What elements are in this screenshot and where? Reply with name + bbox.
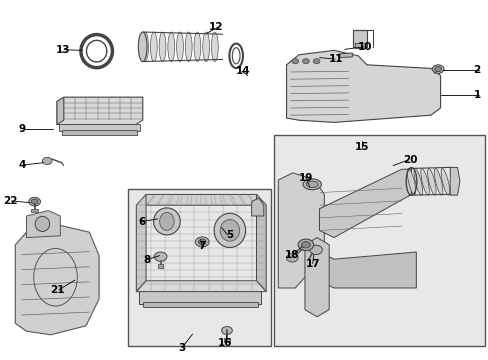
Polygon shape — [286, 50, 440, 122]
Polygon shape — [251, 198, 263, 216]
Text: 17: 17 — [305, 258, 319, 269]
Text: 22: 22 — [3, 196, 17, 206]
Text: 6: 6 — [139, 217, 146, 227]
Ellipse shape — [138, 32, 147, 62]
Text: 16: 16 — [218, 338, 232, 348]
Circle shape — [286, 253, 298, 262]
Ellipse shape — [440, 168, 449, 195]
Text: 13: 13 — [56, 45, 70, 55]
Bar — [353, 30, 366, 47]
Text: 12: 12 — [209, 22, 223, 32]
Ellipse shape — [185, 32, 192, 62]
Circle shape — [431, 65, 443, 73]
Bar — [142, 302, 258, 307]
Circle shape — [42, 157, 52, 165]
Polygon shape — [449, 167, 459, 195]
Polygon shape — [338, 53, 352, 58]
Text: 11: 11 — [328, 54, 343, 64]
Text: 21: 21 — [50, 285, 64, 295]
Circle shape — [298, 239, 313, 251]
Ellipse shape — [35, 216, 50, 231]
Polygon shape — [319, 169, 411, 238]
Bar — [355, 43, 364, 48]
Text: 4: 4 — [18, 160, 25, 170]
Polygon shape — [15, 223, 99, 335]
Bar — [139, 291, 261, 304]
Ellipse shape — [176, 32, 183, 62]
Ellipse shape — [433, 168, 442, 195]
Circle shape — [221, 327, 232, 334]
Text: 7: 7 — [198, 241, 205, 251]
Text: 1: 1 — [472, 90, 480, 100]
Circle shape — [31, 199, 38, 204]
Polygon shape — [57, 97, 63, 125]
Ellipse shape — [305, 181, 318, 188]
Ellipse shape — [150, 32, 157, 62]
Text: 19: 19 — [298, 173, 312, 183]
Polygon shape — [278, 173, 324, 288]
Polygon shape — [57, 97, 142, 125]
Ellipse shape — [303, 179, 321, 190]
Text: 9: 9 — [18, 124, 25, 134]
Polygon shape — [136, 194, 265, 205]
Ellipse shape — [407, 168, 415, 195]
Ellipse shape — [413, 168, 422, 195]
Polygon shape — [319, 252, 415, 288]
Ellipse shape — [194, 32, 201, 62]
Circle shape — [195, 237, 208, 247]
Text: 10: 10 — [358, 42, 372, 52]
Bar — [158, 264, 163, 268]
Ellipse shape — [420, 168, 428, 195]
Bar — [31, 209, 38, 212]
Bar — [59, 124, 140, 131]
Bar — [223, 338, 230, 342]
Ellipse shape — [159, 212, 174, 230]
Text: 18: 18 — [284, 250, 299, 260]
Bar — [61, 130, 137, 135]
Ellipse shape — [220, 220, 239, 241]
Circle shape — [312, 59, 319, 64]
Text: 15: 15 — [354, 142, 368, 152]
Text: 2: 2 — [472, 65, 480, 75]
Polygon shape — [256, 194, 265, 292]
Text: 8: 8 — [143, 255, 151, 265]
Ellipse shape — [211, 32, 218, 62]
Text: 14: 14 — [236, 66, 250, 76]
Circle shape — [29, 197, 41, 206]
Ellipse shape — [159, 32, 165, 62]
Ellipse shape — [427, 168, 435, 195]
Ellipse shape — [203, 32, 209, 62]
Circle shape — [291, 59, 298, 64]
Circle shape — [198, 239, 206, 245]
Circle shape — [302, 59, 309, 64]
Polygon shape — [26, 211, 60, 238]
Circle shape — [309, 245, 322, 255]
Text: 3: 3 — [178, 343, 185, 353]
Bar — [273, 135, 484, 346]
Ellipse shape — [214, 213, 245, 248]
Text: 5: 5 — [225, 230, 233, 240]
Ellipse shape — [142, 32, 148, 62]
Bar — [128, 189, 270, 346]
Circle shape — [154, 252, 166, 261]
Ellipse shape — [153, 208, 180, 235]
Ellipse shape — [167, 32, 174, 62]
Circle shape — [301, 242, 310, 248]
Polygon shape — [305, 238, 328, 317]
Text: 20: 20 — [402, 155, 416, 165]
Polygon shape — [136, 281, 265, 292]
Polygon shape — [136, 194, 146, 292]
Circle shape — [434, 67, 441, 72]
